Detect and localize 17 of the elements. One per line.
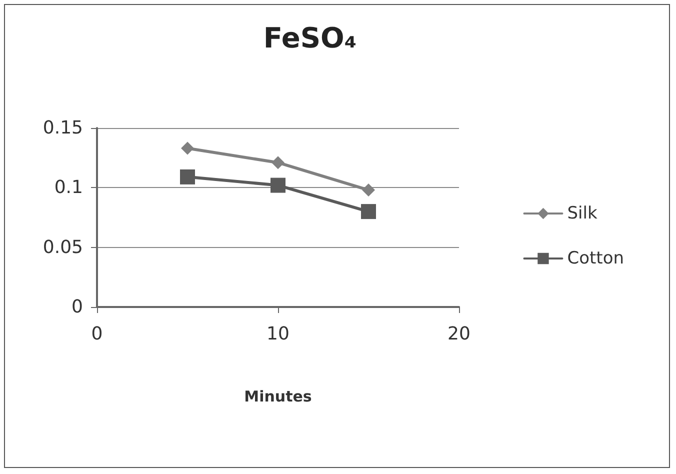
legend-label: Cotton [567,248,624,268]
point [361,204,376,220]
y-tick-label: 0.15 [42,118,83,138]
x-tick-label: 10 [266,324,290,344]
x-tick-label: 20 [448,324,470,344]
y-tick-label: 0 [72,296,83,318]
point [362,184,375,197]
legend-label: Silk [567,204,598,224]
point [270,178,286,193]
chart-title: FeSO₄ [263,22,357,54]
x-axis-title: Minutes [244,388,312,406]
y-tick-label: 0.05 [42,236,83,258]
point [272,156,284,170]
point [180,169,195,184]
point [181,142,194,155]
y-tick-label: 0.1 [54,177,83,198]
x-tick-label: 0 [91,324,103,344]
